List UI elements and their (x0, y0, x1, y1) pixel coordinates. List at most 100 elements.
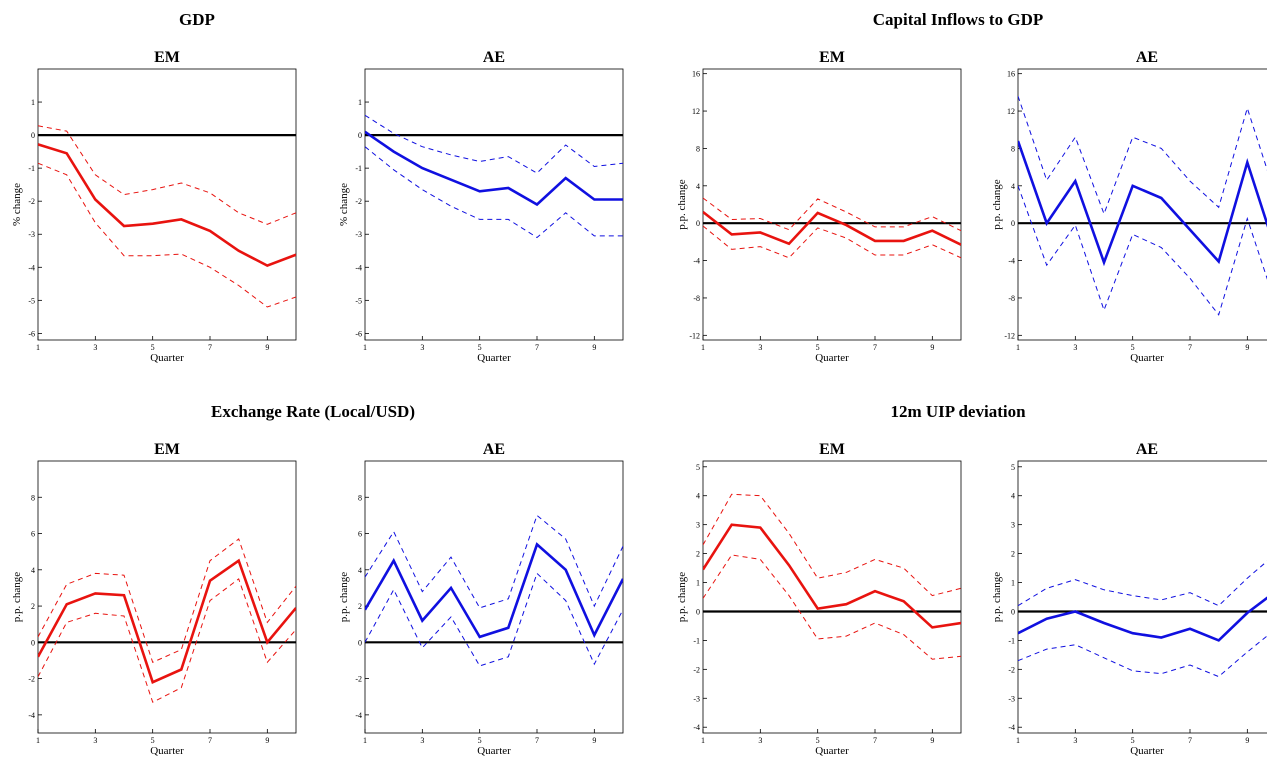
x-tick-label: 1 (701, 736, 705, 745)
y-tick-label: -4 (693, 723, 700, 732)
x-axis-label: Quarter (477, 352, 511, 364)
lower-band-line (38, 578, 296, 703)
chart-title: AE (1136, 49, 1158, 66)
chart-title: AE (1136, 441, 1158, 458)
x-tick-label: 7 (535, 736, 539, 745)
series-group (365, 114, 623, 239)
y-tick-label: -6 (28, 329, 35, 338)
y-tick-label: 2 (696, 550, 700, 559)
x-tick-label: 9 (1245, 343, 1249, 352)
x-tick-label: 5 (478, 343, 482, 352)
x-tick-label: 5 (1131, 343, 1135, 352)
series-group (1018, 95, 1267, 316)
upper-band-line (703, 197, 961, 232)
x-tick-label: 1 (701, 343, 705, 352)
x-axis-label: Quarter (815, 745, 849, 757)
x-tick-label: 9 (592, 736, 596, 745)
estimate-line (365, 542, 623, 639)
estimate-line (365, 130, 623, 207)
lower-band-line (1018, 185, 1267, 316)
y-tick-label: -4 (1008, 723, 1015, 732)
x-axis-label: Quarter (477, 745, 511, 757)
series-group (1018, 560, 1267, 678)
y-tick-label: 3 (696, 521, 700, 530)
x-axis-label: Quarter (1130, 745, 1164, 757)
x-tick-label: 5 (151, 736, 155, 745)
plot-frame (364, 460, 624, 734)
y-tick-label: 4 (1011, 182, 1015, 191)
upper-band-line (703, 493, 961, 597)
lower-band-line (1018, 635, 1267, 678)
chart-panel: EM -4 -3 -2 -1 0 1 2 3 4 5 1 3 5 7 9 Quarter p.p. change (676, 441, 962, 757)
y-axis-label: % change (11, 183, 23, 226)
y-tick-label: -12 (1004, 331, 1015, 340)
chart-title: AE (483, 441, 505, 458)
x-tick-label: 3 (758, 343, 762, 352)
chart-title: EM (154, 49, 180, 66)
estimate-line (38, 558, 296, 684)
y-tick-label: -2 (355, 675, 362, 684)
series-group (38, 538, 296, 703)
chart-group-title: Exchange Rate (Local/USD) (211, 402, 415, 421)
y-tick-label: 16 (692, 70, 700, 79)
y-axis-label: p.p. change (676, 179, 688, 230)
y-tick-label: 6 (31, 530, 35, 539)
estimate-line (1018, 596, 1267, 642)
estimate-line (703, 523, 961, 629)
y-tick-label: 12 (692, 107, 700, 116)
y-tick-label: -8 (1008, 294, 1015, 303)
y-tick-label: 16 (1007, 70, 1015, 79)
upper-band-line (38, 125, 296, 225)
y-tick-label: 8 (1011, 144, 1015, 153)
y-tick-label: 4 (696, 182, 700, 191)
chart-panel: EM -12 -8 -4 0 4 8 12 16 1 3 5 7 9 Quarter p.p. change (676, 49, 962, 364)
y-axis-label: p.p. change (338, 572, 350, 623)
y-tick-label: 0 (696, 607, 700, 616)
y-tick-label: -12 (689, 331, 700, 340)
y-tick-label: -6 (355, 329, 362, 338)
x-tick-label: 9 (592, 343, 596, 352)
y-axis-label: p.p. change (991, 179, 1003, 230)
x-tick-label: 7 (535, 343, 539, 352)
series-group (703, 493, 961, 660)
plot-frame (37, 68, 297, 341)
series-group (365, 514, 623, 667)
y-tick-label: -5 (355, 296, 362, 305)
x-tick-label: 9 (1245, 736, 1249, 745)
y-tick-label: -2 (693, 665, 700, 674)
chart-panel: EM -6 -5 -4 -3 -2 -1 0 1 1 3 5 7 9 Quarter % change (11, 49, 297, 364)
upper-band-line (365, 514, 623, 609)
chart-group-title: 12m UIP deviation (890, 402, 1026, 421)
x-tick-label: 1 (1016, 736, 1020, 745)
x-axis-label: Quarter (815, 352, 849, 364)
y-axis-label: % change (338, 183, 350, 226)
chart-panel: AE -12 -8 -4 0 4 8 12 16 1 3 5 7 9 Quarter p.p. change (991, 49, 1267, 364)
chart-title: EM (819, 49, 845, 66)
chart-title: EM (154, 441, 180, 458)
x-tick-label: 1 (1016, 343, 1020, 352)
y-tick-label: 1 (696, 579, 700, 588)
x-tick-label: 9 (265, 736, 269, 745)
x-axis-label: Quarter (150, 745, 184, 757)
y-tick-label: -1 (693, 636, 700, 645)
x-tick-label: 3 (93, 736, 97, 745)
x-tick-label: 1 (36, 343, 40, 352)
y-tick-label: 1 (1011, 579, 1015, 588)
x-tick-label: 1 (363, 343, 367, 352)
y-tick-label: -3 (1008, 694, 1015, 703)
y-tick-label: 4 (696, 492, 700, 501)
x-tick-label: 7 (208, 343, 212, 352)
lower-band-line (365, 146, 623, 239)
y-tick-label: 5 (696, 463, 700, 472)
y-tick-label: -2 (355, 197, 362, 206)
y-tick-label: -4 (1008, 257, 1015, 266)
y-axis-label: p.p. change (991, 572, 1003, 623)
y-tick-label: -4 (355, 263, 362, 272)
y-tick-label: -4 (355, 711, 362, 720)
y-tick-label: 0 (358, 638, 362, 647)
plot-frame (364, 68, 624, 341)
chart-title: EM (819, 441, 845, 458)
y-tick-label: 0 (1011, 219, 1015, 228)
upper-band-line (1018, 95, 1267, 216)
